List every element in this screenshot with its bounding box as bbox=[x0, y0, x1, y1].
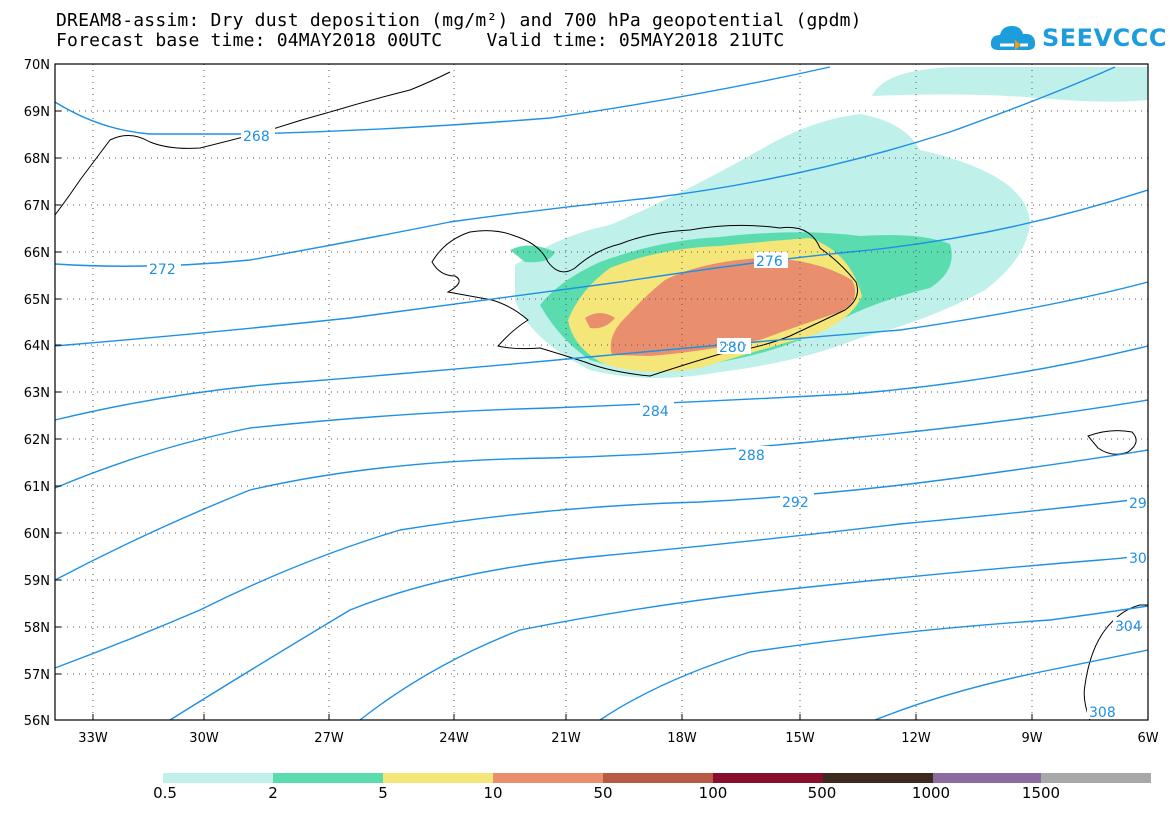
lat-label: 70N bbox=[24, 58, 50, 73]
contour-292 bbox=[54, 449, 1149, 669]
lon-label: 9W bbox=[1021, 731, 1042, 746]
lon-label: 18W bbox=[667, 731, 697, 746]
legend-swatch bbox=[273, 773, 383, 783]
faroe-coastline bbox=[1087, 430, 1137, 455]
legend-swatch bbox=[713, 773, 823, 783]
contour-280 bbox=[54, 281, 1149, 421]
contour-label: 280 bbox=[719, 340, 746, 356]
contour-268 bbox=[54, 66, 831, 135]
lat-label: 57N bbox=[24, 668, 50, 683]
contour-label: 268 bbox=[243, 129, 270, 145]
greenland-coastline bbox=[54, 71, 451, 216]
legend-label: 1500 bbox=[1021, 784, 1061, 802]
lon-label: 27W bbox=[314, 731, 344, 746]
dust-region-0-5 bbox=[872, 67, 1148, 102]
map-title: DREAM8-assim: Dry dust deposition (mg/m²… bbox=[56, 10, 862, 31]
dust-region-10 bbox=[585, 313, 615, 329]
lat-label: 60N bbox=[24, 527, 50, 542]
lat-label: 63N bbox=[24, 386, 50, 401]
dust-deposition-shading bbox=[510, 67, 1148, 379]
contour-288 bbox=[54, 399, 1149, 581]
contour-284 bbox=[54, 345, 1149, 489]
lon-label: 6W bbox=[1137, 731, 1158, 746]
contour-308 bbox=[874, 649, 1149, 721]
contour-label: 288 bbox=[738, 448, 765, 464]
latitude-labels: 70N 69N 68N 67N 66N 65N 64N 63N 62N 61N … bbox=[24, 58, 50, 729]
legend-label: 10 bbox=[483, 784, 503, 802]
legend-label: 2 bbox=[268, 784, 278, 802]
map-subtitle: Forecast base time: 04MAY2018 00UTC Vali… bbox=[56, 30, 785, 51]
legend-swatch bbox=[163, 773, 273, 783]
contour-304 bbox=[599, 605, 1149, 721]
legend-label: 5 bbox=[378, 784, 388, 802]
contour-label: 308 bbox=[1089, 705, 1116, 721]
legend-colorbar bbox=[163, 773, 1151, 783]
longitude-labels: 33W 30W 27W 24W 21W 18W 15W 12W 9W 6W bbox=[78, 731, 1158, 746]
contour-300 bbox=[359, 553, 1149, 721]
contour-label-group: 268 272 276 280 284 288 292 29 30 304 30… bbox=[147, 127, 1149, 721]
lat-label: 66N bbox=[24, 246, 50, 261]
lat-label: 61N bbox=[24, 480, 50, 495]
lon-label: 12W bbox=[901, 731, 931, 746]
contour-label: 272 bbox=[149, 262, 176, 278]
legend-swatch bbox=[933, 773, 1041, 783]
legend-swatch bbox=[823, 773, 933, 783]
legend-swatch bbox=[383, 773, 493, 783]
legend-label: 50 bbox=[593, 784, 613, 802]
lat-label: 69N bbox=[24, 105, 50, 120]
legend-swatch bbox=[493, 773, 603, 783]
contour-272 bbox=[54, 66, 1116, 267]
legend-label: 0.5 bbox=[153, 784, 177, 802]
grid-lines bbox=[55, 64, 1148, 720]
lon-label: 21W bbox=[551, 731, 581, 746]
contour-label: 30 bbox=[1129, 551, 1147, 567]
seevccc-logo: SEEVCCC bbox=[990, 18, 1167, 58]
lat-label: 59N bbox=[24, 574, 50, 589]
contour-296 bbox=[169, 497, 1149, 721]
geopotential-contours bbox=[54, 66, 1149, 721]
tick-marks bbox=[55, 63, 1033, 720]
lat-label: 68N bbox=[24, 152, 50, 167]
lon-label: 15W bbox=[785, 731, 815, 746]
lat-label: 56N bbox=[24, 714, 50, 729]
logo-text: SEEVCCC bbox=[1042, 24, 1167, 52]
contour-label: 276 bbox=[756, 254, 783, 270]
contour-label: 284 bbox=[642, 404, 669, 420]
contour-276 bbox=[54, 189, 1149, 347]
lat-label: 65N bbox=[24, 293, 50, 308]
iceland-coastline bbox=[431, 224, 859, 377]
dust-region-2 bbox=[510, 245, 555, 263]
legend-label: 500 bbox=[807, 784, 837, 802]
dust-region-10 bbox=[610, 258, 856, 356]
lon-label: 33W bbox=[78, 731, 108, 746]
lat-label: 64N bbox=[24, 339, 50, 354]
lat-label: 67N bbox=[24, 199, 50, 214]
contour-label: 292 bbox=[782, 495, 809, 511]
lat-label: 58N bbox=[24, 621, 50, 636]
legend-label: 100 bbox=[698, 784, 728, 802]
legend-swatch bbox=[1041, 773, 1151, 783]
lat-label: 62N bbox=[24, 433, 50, 448]
lon-label: 24W bbox=[439, 731, 469, 746]
cloud-icon bbox=[990, 26, 1036, 50]
contour-label: 304 bbox=[1115, 619, 1142, 635]
legend-swatch bbox=[603, 773, 713, 783]
lon-label: 30W bbox=[189, 731, 219, 746]
contour-label: 29 bbox=[1129, 496, 1147, 512]
legend-label: 1000 bbox=[911, 784, 951, 802]
